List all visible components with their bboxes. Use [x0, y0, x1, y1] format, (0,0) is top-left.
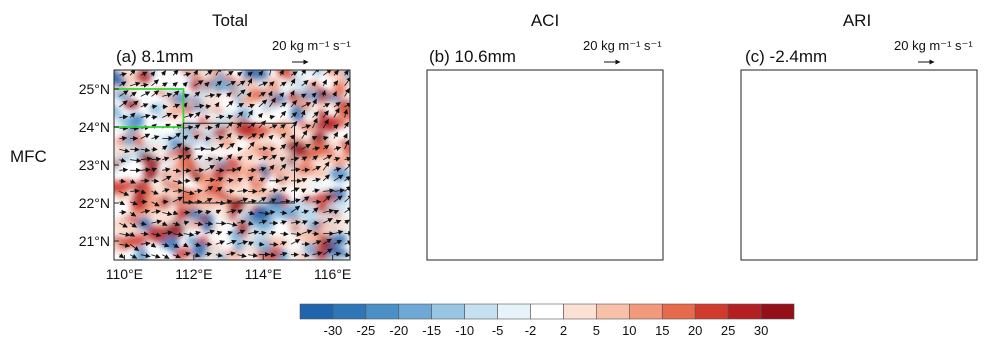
lon-tick-label: 116°E — [314, 266, 351, 282]
map-frame — [426, 69, 664, 261]
colorbar-swatch — [365, 303, 400, 320]
colorbar-tick-label: -20 — [389, 323, 408, 338]
reference-vector-label: 20 kg m⁻¹ s⁻¹ — [894, 38, 973, 53]
panel-ari: ARI (c) -2.4mm 20 kg m⁻¹ s⁻¹ — [740, 11, 978, 261]
moisture-flux-vectors — [118, 70, 350, 259]
colorbar-swatch — [727, 303, 762, 320]
colorbar-tick-label: -15 — [422, 323, 441, 338]
axis-ticks: 25°N 24°N 23°N 22°N 21°N 110°E 112°E 114°E 116°E — [79, 81, 352, 282]
colorbar-swatch — [661, 303, 696, 320]
region-outlines — [114, 88, 295, 204]
colorbar-swatch — [464, 303, 498, 320]
colorbar-tick-label: -30 — [324, 323, 343, 338]
colorbar-swatch — [332, 303, 367, 320]
colorbar-swatch — [398, 303, 433, 320]
colorbar-swatch — [530, 303, 564, 320]
colorbar-tick-label: 25 — [721, 323, 735, 338]
panel-total: Total (a) 8.1mm 20 kg m⁻¹ s⁻¹ 25°N 24°N 23… — [79, 11, 352, 282]
colorbar-tick-label: -25 — [357, 323, 376, 338]
lat-tick-label: 24°N — [79, 119, 110, 135]
colorbar-swatch — [628, 303, 663, 320]
lon-tick-label: 114°E — [245, 266, 282, 282]
panel-title: ACI — [531, 11, 559, 30]
panel-aci: ACI (b) 10.6mm 20 kg m⁻¹ s⁻¹ — [426, 11, 664, 261]
reference-vector-label: 20 kg m⁻¹ s⁻¹ — [583, 38, 662, 53]
colorbar-swatch — [596, 303, 630, 320]
lat-tick-label: 23°N — [79, 157, 110, 173]
colorbar-swatch — [497, 303, 531, 320]
colorbar-swatch — [760, 303, 795, 320]
panel-title: ARI — [843, 11, 871, 30]
lon-tick-label: 112°E — [175, 266, 212, 282]
lat-tick-label: 22°N — [79, 195, 110, 211]
colorbar-tick-label: 20 — [688, 323, 702, 338]
colorbar-tick-label: 2 — [560, 323, 567, 338]
colorbar-tick-label: -5 — [492, 323, 504, 338]
map-frame — [740, 69, 978, 261]
lat-tick-label: 21°N — [79, 233, 110, 249]
colorbar-tick-label: 10 — [622, 323, 636, 338]
colorbar-tick-label: 5 — [593, 323, 600, 338]
reference-vector-label: 20 kg m⁻¹ s⁻¹ — [272, 38, 351, 53]
row-label-mfc: MFC — [10, 147, 47, 166]
panel-label: (c) -2.4mm — [745, 47, 827, 66]
panel-label: (a) 8.1mm — [116, 47, 193, 66]
colorbar-swatch — [299, 303, 334, 320]
panel-label: (b) 10.6mm — [429, 47, 516, 66]
colorbar-swatch — [431, 303, 465, 320]
colorbar: -30 -25 -20 -15 -10 -5 -2 2 5 10 15 20 25 30 — [299, 303, 795, 338]
colorbar-swatch — [694, 303, 729, 320]
panel-title: Total — [212, 11, 248, 30]
colorbar-tick-label: -10 — [455, 323, 474, 338]
colorbar-tick-label: 30 — [754, 323, 768, 338]
colorbar-tick-label: -2 — [525, 323, 537, 338]
colorbar-tick-label: 15 — [655, 323, 669, 338]
lon-tick-label: 110°E — [106, 266, 143, 282]
lat-tick-label: 25°N — [79, 81, 110, 97]
colorbar-swatch — [563, 303, 597, 320]
